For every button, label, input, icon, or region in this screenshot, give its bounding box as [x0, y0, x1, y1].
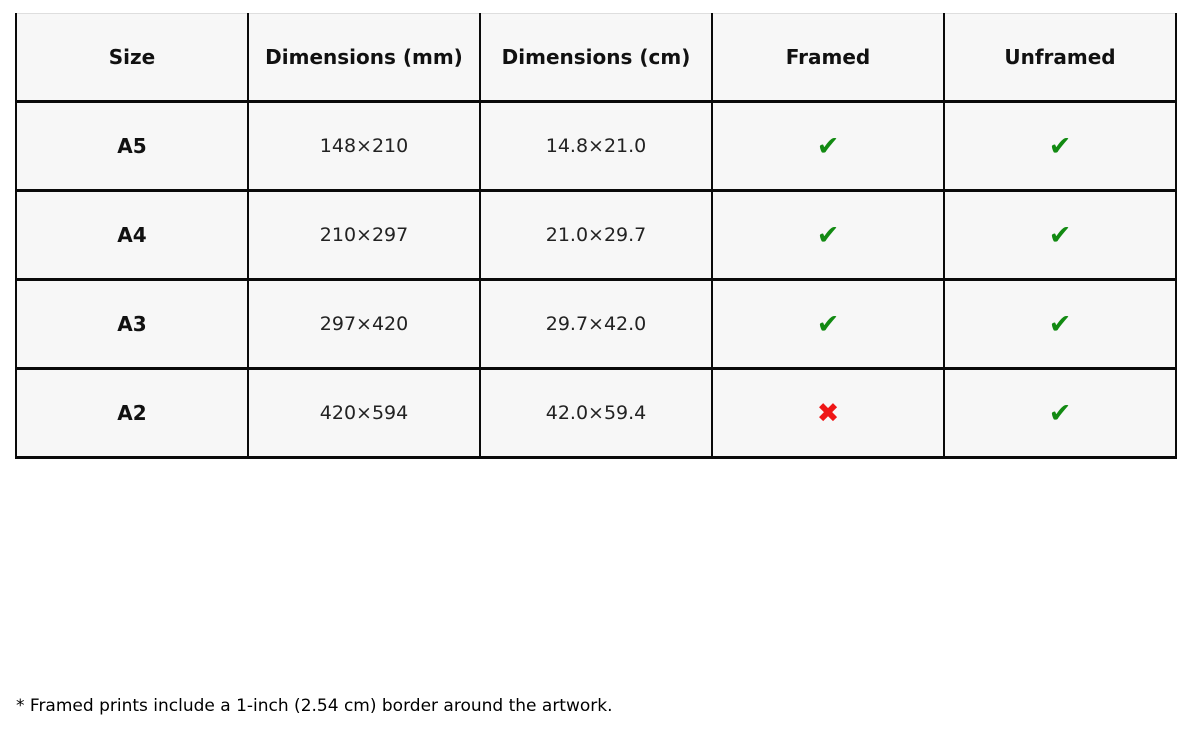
table-row: A4 210×297 21.0×29.7 ✔ ✔ — [15, 189, 1177, 281]
dimensions-mm-cell: 297×420 — [247, 278, 481, 370]
check-icon: ✔ — [1048, 130, 1072, 162]
footnote: * Framed prints include a 1-inch (2.54 c… — [16, 696, 613, 716]
framed-availability-cell: ✔ — [711, 189, 945, 281]
check-icon: ✔ — [1048, 219, 1072, 251]
check-icon: ✔ — [1048, 308, 1072, 340]
table-row: A5 148×210 14.8×21.0 ✔ ✔ — [15, 100, 1177, 192]
column-header-dimensions-mm: Dimensions (mm) — [247, 13, 481, 103]
table-row: A2 420×594 42.0×59.4 ✖ ✔ — [15, 367, 1177, 459]
size-cell: A5 — [15, 100, 249, 192]
framed-availability-cell: ✔ — [711, 100, 945, 192]
size-table-body: A5 148×210 14.8×21.0 ✔ ✔ A4 210×297 21.0×29.7 ✔ ✔… — [15, 100, 1177, 459]
column-header-unframed: Unframed — [943, 13, 1177, 103]
column-header-framed: Framed — [711, 13, 945, 103]
check-icon: ✔ — [816, 130, 840, 162]
dimensions-cm-cell: 14.8×21.0 — [479, 100, 713, 192]
dimensions-mm-cell: 210×297 — [247, 189, 481, 281]
header-row: Size Dimensions (mm) Dimensions (cm) Fra… — [15, 13, 1177, 103]
framed-availability-cell: ✖ — [711, 367, 945, 459]
column-header-size: Size — [15, 13, 249, 103]
framed-availability-cell: ✔ — [711, 278, 945, 370]
size-cell: A2 — [15, 367, 249, 459]
cross-icon: ✖ — [816, 397, 840, 429]
size-availability-table: Size Dimensions (mm) Dimensions (cm) Fra… — [15, 13, 1177, 459]
check-icon: ✔ — [1048, 397, 1072, 429]
dimensions-mm-cell: 420×594 — [247, 367, 481, 459]
size-cell: A4 — [15, 189, 249, 281]
size-cell: A3 — [15, 278, 249, 370]
table-row: A3 297×420 29.7×42.0 ✔ ✔ — [15, 278, 1177, 370]
unframed-availability-cell: ✔ — [943, 278, 1177, 370]
dimensions-cm-cell: 29.7×42.0 — [479, 278, 713, 370]
unframed-availability-cell: ✔ — [943, 367, 1177, 459]
dimensions-mm-cell: 148×210 — [247, 100, 481, 192]
column-header-dimensions-cm: Dimensions (cm) — [479, 13, 713, 103]
check-icon: ✔ — [816, 219, 840, 251]
unframed-availability-cell: ✔ — [943, 100, 1177, 192]
unframed-availability-cell: ✔ — [943, 189, 1177, 281]
dimensions-cm-cell: 42.0×59.4 — [479, 367, 713, 459]
check-icon: ✔ — [816, 308, 840, 340]
dimensions-cm-cell: 21.0×29.7 — [479, 189, 713, 281]
